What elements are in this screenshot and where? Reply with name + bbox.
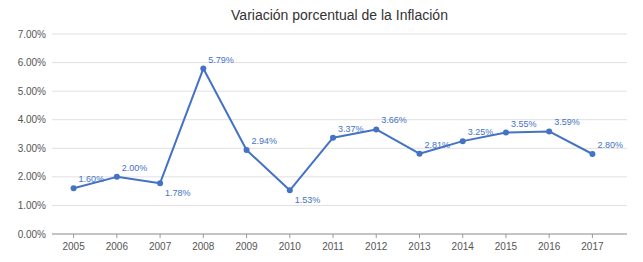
grid-line bbox=[52, 119, 627, 120]
x-tick-label: 2013 bbox=[408, 241, 431, 252]
y-tick-label: 1.00% bbox=[18, 200, 46, 211]
x-tick bbox=[505, 234, 506, 238]
x-tick-label: 2006 bbox=[106, 241, 129, 252]
x-tick bbox=[203, 234, 204, 238]
y-tick-label: 7.00% bbox=[18, 29, 46, 40]
grid-line bbox=[52, 62, 627, 63]
data-label: 3.25% bbox=[468, 127, 494, 137]
y-tick-label: 3.00% bbox=[18, 143, 46, 154]
x-tick bbox=[116, 234, 117, 238]
y-tick-label: 0.00% bbox=[18, 229, 46, 240]
x-tick bbox=[462, 234, 463, 238]
title: Variación porcentual de la Inflación bbox=[231, 7, 448, 23]
x-tick bbox=[289, 234, 290, 238]
x-tick bbox=[73, 234, 74, 238]
x-tick bbox=[419, 234, 420, 238]
point bbox=[546, 128, 552, 134]
x-tick-label: 2015 bbox=[495, 241, 518, 252]
x-tick bbox=[592, 234, 593, 238]
grid-line bbox=[52, 205, 627, 206]
x-tick-label: 2007 bbox=[149, 241, 172, 252]
data-label: 3.66% bbox=[381, 115, 407, 125]
point bbox=[114, 174, 120, 180]
x-tick-label: 2009 bbox=[235, 241, 258, 252]
x-tick-label: 2011 bbox=[322, 241, 344, 252]
x-tick bbox=[246, 234, 247, 238]
point bbox=[460, 138, 466, 144]
y-tick-label: 4.00% bbox=[18, 114, 46, 125]
point bbox=[200, 66, 206, 72]
y-tick-label: 6.00% bbox=[18, 57, 46, 68]
data-label: 2.94% bbox=[252, 136, 278, 146]
x-tick-label: 2016 bbox=[538, 241, 561, 252]
series bbox=[71, 66, 596, 194]
y-tick-label: 5.00% bbox=[18, 86, 46, 97]
grid bbox=[52, 34, 627, 234]
point bbox=[373, 126, 379, 132]
x-axis-line bbox=[52, 234, 627, 235]
x-tick bbox=[333, 234, 334, 238]
data-label: 1.60% bbox=[79, 174, 105, 184]
x-tick-label: 2010 bbox=[279, 241, 302, 252]
grid-line bbox=[52, 148, 627, 149]
point bbox=[157, 180, 163, 186]
x-tick-label: 2014 bbox=[452, 241, 475, 252]
point bbox=[287, 187, 293, 193]
x-tick bbox=[160, 234, 161, 238]
x-tick-label: 2008 bbox=[192, 241, 215, 252]
data-label: 5.79% bbox=[208, 55, 234, 65]
x-tick bbox=[549, 234, 550, 238]
grid-line bbox=[52, 234, 627, 235]
chart: Variación porcentual de la Inflación 0.00… bbox=[0, 0, 643, 262]
point bbox=[589, 151, 595, 157]
data-label: 2.00% bbox=[122, 163, 148, 173]
line bbox=[74, 69, 593, 191]
y-tick-label: 2.00% bbox=[18, 171, 46, 182]
point bbox=[416, 151, 422, 157]
grid-line bbox=[52, 34, 627, 35]
data-label: 2.80% bbox=[597, 140, 623, 150]
x-tick-label: 2005 bbox=[62, 241, 85, 252]
data-label: 1.78% bbox=[165, 188, 191, 198]
point bbox=[244, 147, 250, 153]
point bbox=[71, 185, 77, 191]
data-label: 3.37% bbox=[338, 124, 364, 134]
data-label: 3.59% bbox=[554, 117, 580, 127]
grid-line bbox=[52, 176, 627, 177]
data-label: 1.53% bbox=[295, 195, 321, 205]
data-label: 3.55% bbox=[511, 119, 537, 129]
grid-line bbox=[52, 91, 627, 92]
point bbox=[330, 135, 336, 141]
x-tick bbox=[376, 234, 377, 238]
x-tick-label: 2017 bbox=[581, 241, 604, 252]
point bbox=[503, 130, 509, 136]
x-tick-label: 2012 bbox=[365, 241, 388, 252]
data-label: 2.81% bbox=[424, 140, 450, 150]
